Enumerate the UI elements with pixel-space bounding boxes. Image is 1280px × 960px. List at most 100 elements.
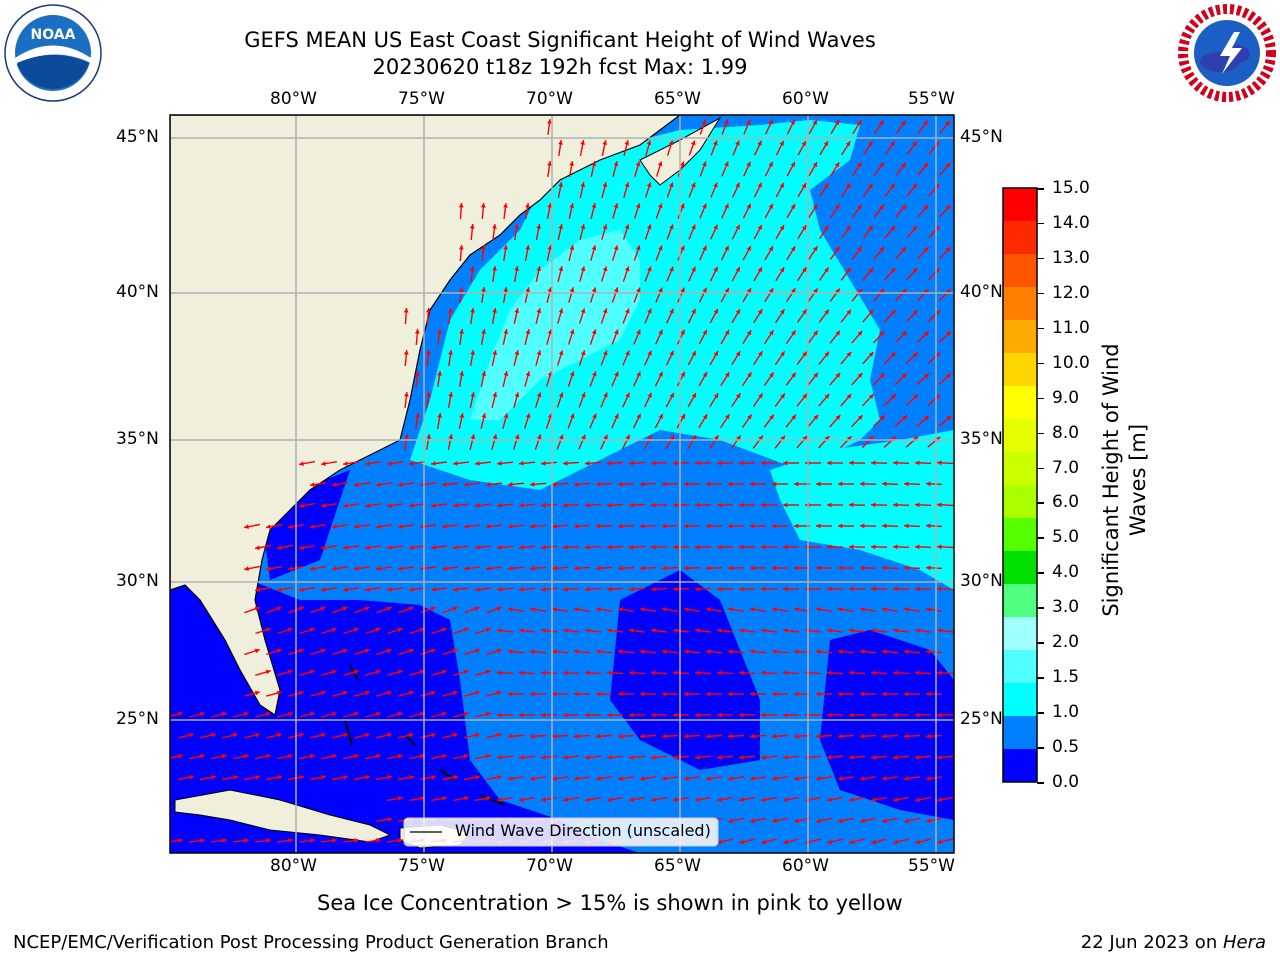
wave-direction-arrowhead (530, 733, 535, 739)
wave-direction-arrowhead (496, 690, 502, 696)
wave-direction-arrowhead (658, 245, 663, 251)
wave-direction-arrowhead (780, 351, 785, 357)
wave-direction-arrowhead (691, 224, 696, 230)
wave-direction-arrowhead (580, 224, 586, 230)
lon-label-bottom-55w: 55°W (908, 856, 955, 876)
wave-direction-arrowhead (846, 183, 851, 189)
wave-direction-arrowhead (618, 607, 623, 612)
wave-direction-arrowhead (926, 691, 931, 697)
wave-direction-arrowhead (530, 481, 535, 487)
wave-direction-arrowhead (813, 288, 818, 294)
wave-direction-arrowhead (343, 587, 348, 592)
wave-direction-arrowhead (684, 523, 689, 529)
wave-direction-arrowhead (871, 544, 876, 550)
wave-direction-arrowhead (882, 607, 887, 612)
wave-direction-arrowhead (354, 566, 359, 571)
wave-direction-arrowhead (904, 733, 909, 739)
wave-direction-arrowhead (747, 414, 752, 420)
wave-direction-arrowhead (464, 482, 469, 487)
wave-direction-arrowhead (904, 481, 909, 487)
lon-label-bottom-65w: 65°W (654, 856, 701, 876)
wave-direction-arrowhead (189, 732, 194, 738)
wave-direction-arrowhead (580, 182, 586, 187)
wave-direction-arrowhead (783, 586, 788, 592)
wave-direction-arrowhead (668, 140, 674, 146)
lat-label-right-45n: 45°N (960, 127, 1003, 147)
wave-direction-arrowhead (812, 120, 817, 125)
wave-direction-arrowhead (816, 649, 821, 655)
wave-direction-arrowhead (474, 690, 480, 696)
wave-direction-arrowhead (309, 627, 315, 633)
wave-direction-arrowhead (508, 566, 513, 571)
wave-direction-arrowhead (299, 545, 304, 550)
map-frame (169, 114, 955, 854)
wave-direction-arrowhead (695, 670, 700, 676)
wave-direction-arrowhead (783, 839, 789, 845)
wave-direction-arrowhead (178, 838, 183, 843)
wave-direction-arrowhead (474, 648, 480, 654)
lon-label-bottom-80w: 80°W (270, 856, 317, 876)
wave-direction-arrowhead (552, 607, 557, 612)
wave-direction-arrowhead (525, 245, 530, 250)
wave-direction-arrowhead (625, 308, 630, 314)
wave-direction-arrowhead (680, 329, 685, 335)
wave-direction-arrowhead (827, 460, 832, 466)
wave-direction-arrowhead (695, 755, 700, 760)
wave-direction-arrowhead (563, 586, 568, 592)
colorbar-segment (1003, 716, 1037, 750)
wave-direction-arrowhead (857, 204, 862, 210)
wave-direction-arrowhead (266, 524, 271, 529)
wave-direction-arrowhead (735, 266, 740, 272)
wave-direction-arrowhead (437, 413, 442, 418)
wave-direction-arrowhead (536, 392, 542, 398)
wave-direction-arrowhead (585, 712, 590, 718)
wave-direction-arrowhead (387, 545, 392, 550)
wave-direction-arrowhead (503, 413, 509, 419)
wave-direction-arrowhead (486, 482, 491, 487)
wave-direction-arrowhead (420, 796, 425, 801)
wave-direction-arrowhead (497, 545, 502, 550)
wave-direction-arrowhead (871, 460, 876, 466)
wave-direction-arrowhead (717, 797, 722, 802)
colorbar-segment (1003, 485, 1037, 519)
wave-direction-arrowhead (646, 182, 652, 188)
wave-direction-arrowhead (717, 586, 722, 592)
wave-direction-arrowhead (937, 586, 942, 592)
wave-direction-arrowhead (607, 670, 612, 676)
wave-direction-arrowhead (926, 481, 931, 487)
wave-direction-arrowhead (596, 481, 601, 487)
wave-direction-arrowhead (536, 434, 542, 440)
wave-direction-arrowhead (691, 182, 696, 188)
wave-direction-arrowhead (838, 691, 843, 697)
wave-direction-arrowhead (768, 203, 773, 209)
legend-label: Wind Wave Direction (unscaled) (455, 821, 711, 840)
wave-direction-arrowhead (893, 502, 898, 508)
wave-direction-arrowhead (827, 502, 832, 508)
wave-direction-arrowhead (695, 502, 700, 508)
wave-direction-arrowhead (651, 586, 656, 592)
wave-direction-arrowhead (409, 545, 414, 550)
wave-direction-arrowhead (497, 670, 502, 676)
wave-direction-arrowhead (684, 776, 689, 781)
wave-direction-arrowhead (849, 544, 854, 550)
wave-direction-arrowhead (904, 818, 909, 824)
wave-direction-arrowhead (331, 627, 337, 633)
wave-direction-arrowhead (783, 755, 788, 760)
wave-direction-arrowhead (585, 502, 590, 508)
wave-direction-arrowhead (607, 502, 612, 508)
wave-direction-arrowhead (790, 162, 795, 167)
wave-direction-arrowhead (860, 565, 865, 571)
wave-direction-arrowhead (480, 203, 486, 208)
wave-direction-arrowhead (530, 523, 535, 529)
lat-label-right-30n: 30°N (960, 571, 1003, 591)
wave-direction-arrowhead (823, 141, 828, 147)
wave-direction-arrowhead (827, 670, 832, 676)
wave-direction-arrowhead (547, 161, 552, 166)
wave-direction-arrowhead (673, 712, 678, 718)
colorbar (1002, 187, 1038, 783)
wave-direction-arrowhead (398, 838, 403, 843)
wave-direction-arrowhead (602, 224, 608, 230)
wave-direction-arrowhead (342, 606, 348, 612)
wave-direction-arrowhead (904, 565, 909, 571)
wave-direction-arrowhead (838, 776, 843, 781)
